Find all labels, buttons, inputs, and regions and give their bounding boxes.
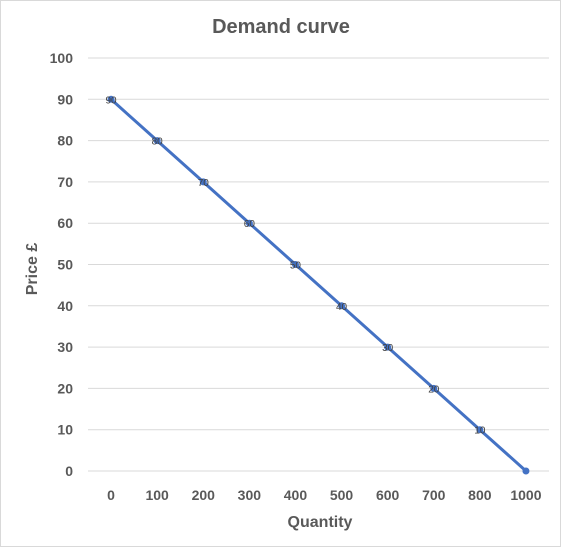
data-labels: 90 80 70 60 50 40 30 20 10 [105,95,485,436]
x-tick-label: 200 [192,487,216,503]
data-point [245,219,253,227]
data-label: 20 [428,384,440,395]
y-tick-label: 70 [57,174,73,190]
demand-line [110,98,527,473]
series-demand [107,95,530,475]
data-point [430,384,438,392]
y-tick-label: 40 [57,298,73,314]
x-tick-label: 400 [284,487,308,503]
data-point [107,95,115,103]
x-tick-label: 600 [376,487,400,503]
x-axis-tick-labels: 0 100 200 300 400 500 600 700 800 1000 [107,487,542,503]
data-label: 90 [105,95,117,106]
y-tick-label: 100 [50,50,74,66]
data-point [476,426,484,434]
x-tick-label: 100 [145,487,169,503]
y-tick-label: 50 [57,257,73,273]
chart-title: Demand curve [212,16,350,38]
data-label: 50 [290,261,302,272]
x-tick-label: 0 [107,487,115,503]
data-point [199,178,207,186]
x-tick-label: 500 [330,487,354,503]
data-label: 30 [382,343,394,354]
y-axis-tick-labels: 0 10 20 30 40 50 60 70 80 90 100 [50,50,74,479]
data-point [384,343,392,351]
data-label: 40 [336,302,348,313]
y-tick-label: 90 [57,91,73,107]
y-tick-label: 10 [57,422,73,438]
y-tick-label: 80 [57,133,73,149]
data-point [291,261,299,268]
data-point [522,467,530,475]
x-tick-label: 800 [468,487,492,503]
data-label: 70 [198,178,210,189]
data-label: 60 [244,219,256,230]
data-label: 10 [474,426,486,437]
x-tick-label: 700 [422,487,446,503]
y-tick-label: 60 [57,215,73,231]
y-tick-label: 20 [57,380,73,396]
x-tick-label: 300 [238,487,262,503]
y-tick-label: 0 [65,463,73,479]
y-axis-title: Price £ [24,243,41,296]
x-axis-title: Quantity [288,514,353,531]
data-point [153,137,161,145]
x-tick-label: 1000 [510,487,541,503]
y-tick-label: 30 [57,339,73,355]
data-label: 80 [152,137,164,148]
data-point [338,302,346,310]
gridlines [88,57,549,472]
